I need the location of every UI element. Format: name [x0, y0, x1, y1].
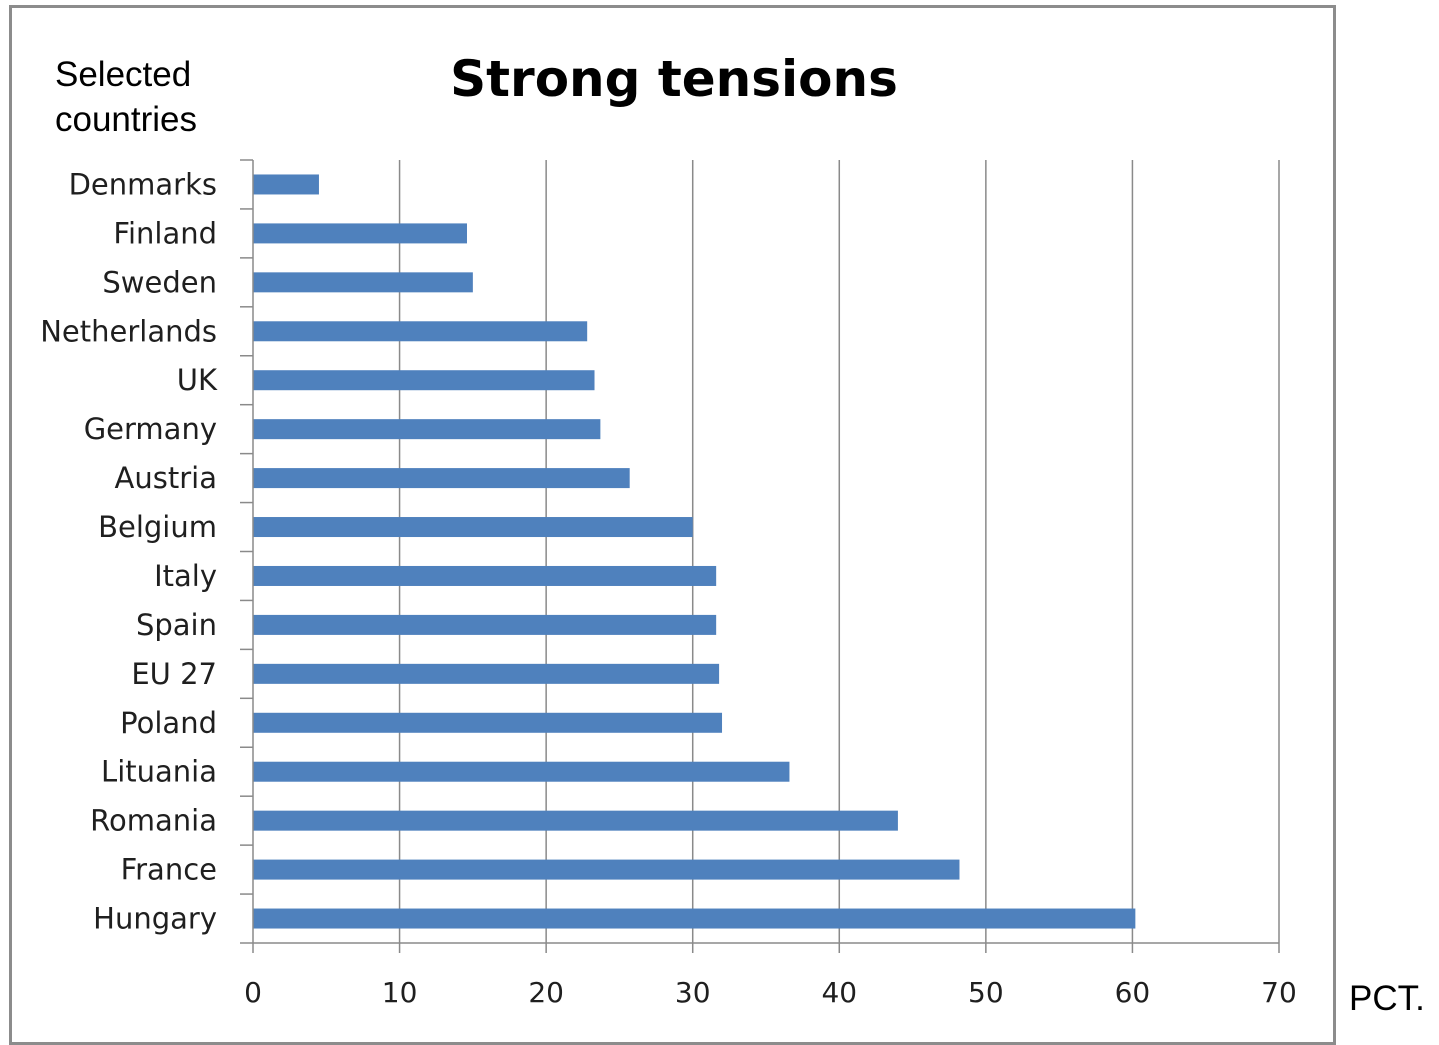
category-label-hungary: Hungary [93, 902, 217, 936]
bar-belgium [253, 517, 693, 538]
bar-sweden [253, 272, 473, 293]
bar-hungary [253, 908, 1136, 929]
bars [253, 174, 1136, 929]
category-label-belgium: Belgium [98, 510, 217, 544]
bar-lituania [253, 761, 790, 782]
y-axis-title: Selected countries [55, 55, 201, 139]
category-label-denmarks: Denmarks [69, 167, 217, 201]
x-tick-label-30: 30 [675, 976, 711, 1009]
y-axis-title-line-1: Selected [55, 55, 191, 94]
bar-finland [253, 223, 467, 244]
x-tick-label-70: 70 [1261, 976, 1297, 1009]
x-tick-labels: 0 10 20 30 40 50 60 70 [244, 976, 1297, 1009]
x-axis-unit-label: PCT. [1349, 979, 1425, 1018]
x-tick-label-20: 20 [528, 976, 564, 1009]
category-label-lituania: Lituania [101, 755, 217, 789]
category-label-italy: Italy [154, 559, 217, 593]
bar-uk [253, 370, 595, 391]
category-label-germany: Germany [84, 412, 217, 446]
category-label-austria: Austria [115, 461, 217, 495]
bar-eu-27 [253, 663, 720, 684]
bar-austria [253, 468, 630, 489]
bar-netherlands [253, 321, 588, 342]
x-tick-label-40: 40 [821, 976, 857, 1009]
category-label-sweden: Sweden [102, 265, 217, 299]
axes [240, 159, 1280, 953]
category-label-eu-27: EU 27 [131, 657, 217, 691]
bar-poland [253, 712, 723, 733]
category-label-netherlands: Netherlands [40, 314, 217, 348]
category-label-uk: UK [177, 363, 218, 397]
category-label-finland: Finland [113, 216, 217, 250]
category-label-romania: Romania [90, 804, 217, 838]
category-label-poland: Poland [120, 706, 217, 740]
chart-title: Strong tensions [450, 50, 898, 108]
bar-spain [253, 614, 717, 635]
category-label-france: France [121, 853, 217, 887]
y-axis-title-line-2: countries [55, 100, 197, 139]
x-tick-label-0: 0 [244, 976, 262, 1009]
x-tick-label-60: 60 [1115, 976, 1151, 1009]
bar-italy [253, 565, 717, 586]
bar-germany [253, 419, 601, 440]
bar-denmarks [253, 174, 319, 195]
category-labels: Denmarks Finland Sweden Netherlands UK German… [40, 167, 218, 935]
bar-romania [253, 810, 898, 831]
x-tick-label-50: 50 [968, 976, 1004, 1009]
bar-france [253, 859, 960, 880]
category-label-spain: Spain [136, 608, 217, 642]
x-tick-label-10: 10 [382, 976, 418, 1009]
